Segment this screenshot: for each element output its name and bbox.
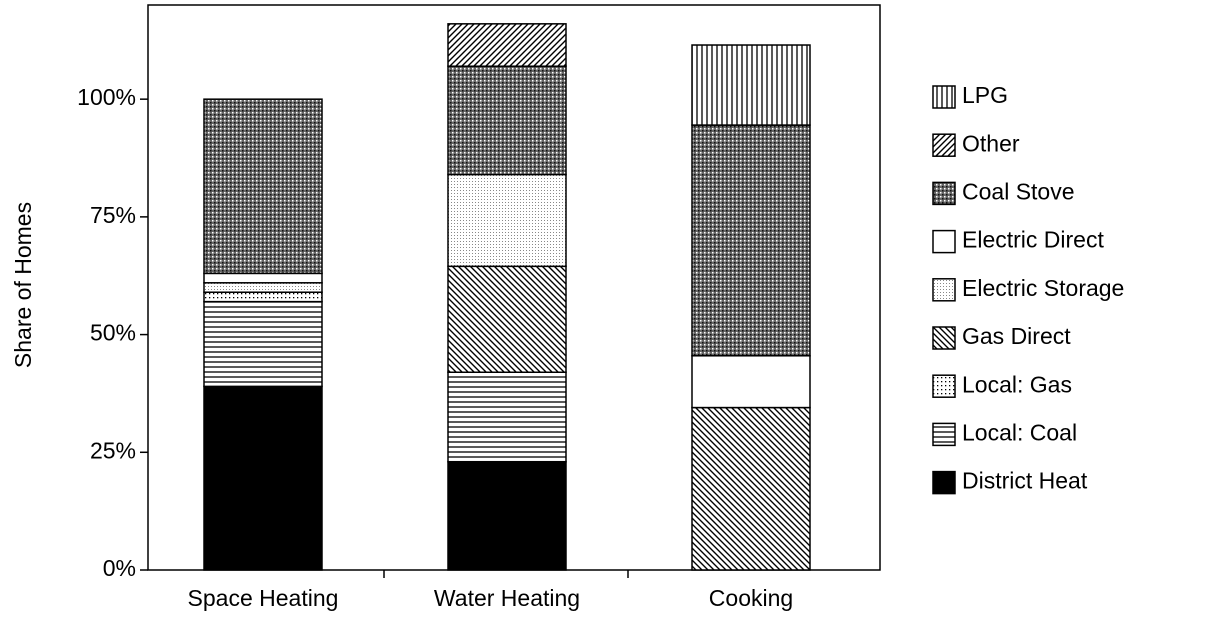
x-tick-label: Space Heating — [188, 585, 339, 611]
legend-swatch — [932, 422, 956, 447]
bar-segment — [447, 23, 567, 67]
y-tick-label: 25% — [90, 437, 136, 463]
bar-segment — [203, 282, 323, 293]
legend-label: Local: Gas — [962, 371, 1072, 397]
legend-swatch — [932, 181, 956, 206]
bar-segment — [203, 272, 323, 284]
legend-label: Other — [962, 130, 1020, 156]
legend-label: District Heat — [962, 468, 1088, 494]
y-tick-label: 75% — [90, 202, 136, 228]
bar-segment — [447, 65, 567, 176]
legend-swatch — [932, 374, 956, 398]
x-tick-label: Cooking — [709, 585, 793, 611]
legend-label: Electric Direct — [962, 227, 1104, 253]
legend-swatch — [932, 278, 956, 302]
bar-segment — [447, 460, 567, 571]
bar-segment — [447, 173, 567, 268]
legend-label: LPG — [962, 82, 1008, 108]
y-axis-title: Share of Homes — [10, 202, 36, 368]
legend-swatch — [932, 326, 956, 350]
bar-segment — [203, 291, 323, 303]
y-tick-label: 50% — [90, 320, 136, 346]
legend-label: Electric Storage — [962, 275, 1124, 301]
legend-swatch — [932, 470, 956, 495]
legend-swatch — [932, 133, 956, 157]
bar-segment — [447, 371, 567, 463]
y-tick-label: 100% — [77, 84, 136, 110]
legend-swatch — [932, 85, 956, 109]
bar-segment — [691, 406, 811, 571]
legend-label: Coal Stove — [962, 178, 1075, 204]
legend-swatch — [932, 229, 956, 254]
bar-segment — [203, 300, 323, 388]
y-tick-label: 0% — [103, 555, 136, 581]
x-tick-label: Water Heating — [434, 585, 580, 611]
bar-segment — [691, 355, 811, 409]
legend-label: Gas Direct — [962, 323, 1071, 349]
bar-segment — [691, 124, 811, 357]
bar-segment — [447, 265, 567, 373]
legend-label: Local: Coal — [962, 419, 1077, 445]
bar-segment — [203, 98, 323, 275]
bar-segment — [691, 44, 811, 126]
bar-segment — [203, 385, 323, 571]
